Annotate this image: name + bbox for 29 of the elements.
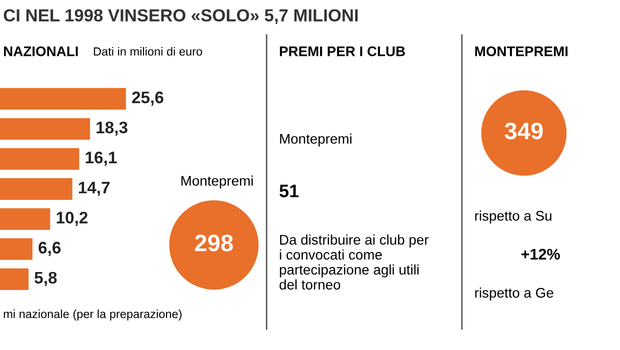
text: rispetto a Su <box>475 210 552 224</box>
bar <box>0 208 50 230</box>
bar <box>0 268 29 290</box>
data-label: 18,3 <box>96 122 128 136</box>
data-label: 6,6 <box>38 242 61 256</box>
text: CI NEL 1998 VINSERO «SOLO» 5,7 MILIONI <box>4 9 358 24</box>
text: MONTEPREMI <box>475 46 568 56</box>
bar <box>0 118 90 140</box>
text: 298 <box>195 234 233 252</box>
bar <box>0 238 32 260</box>
text: 51 <box>280 184 299 198</box>
text: mi nazionale (per la preparazione) <box>4 309 182 321</box>
bar <box>0 178 72 200</box>
text: rispetto a Ge <box>475 288 554 300</box>
data-label: 10,2 <box>56 212 88 226</box>
chart-subtitle: NAZIONALI <box>4 46 78 56</box>
bar <box>0 88 126 110</box>
text: +12% <box>521 248 560 260</box>
data-label: 5,8 <box>34 272 57 286</box>
text: Montepremi <box>181 176 253 188</box>
data-label: 16,1 <box>86 152 117 166</box>
text: 349 <box>504 122 543 140</box>
text: Dati in milioni di euro <box>94 47 202 56</box>
text: PREMI PER I CLUB <box>280 46 405 56</box>
bar <box>0 148 80 170</box>
text: Da distribuire ai club per i convocati come partecipazione agli utili del torneo <box>280 234 429 290</box>
text: Montepremi <box>280 134 352 146</box>
data-label: 25,6 <box>132 92 164 106</box>
data-label: 14,7 <box>78 182 110 196</box>
